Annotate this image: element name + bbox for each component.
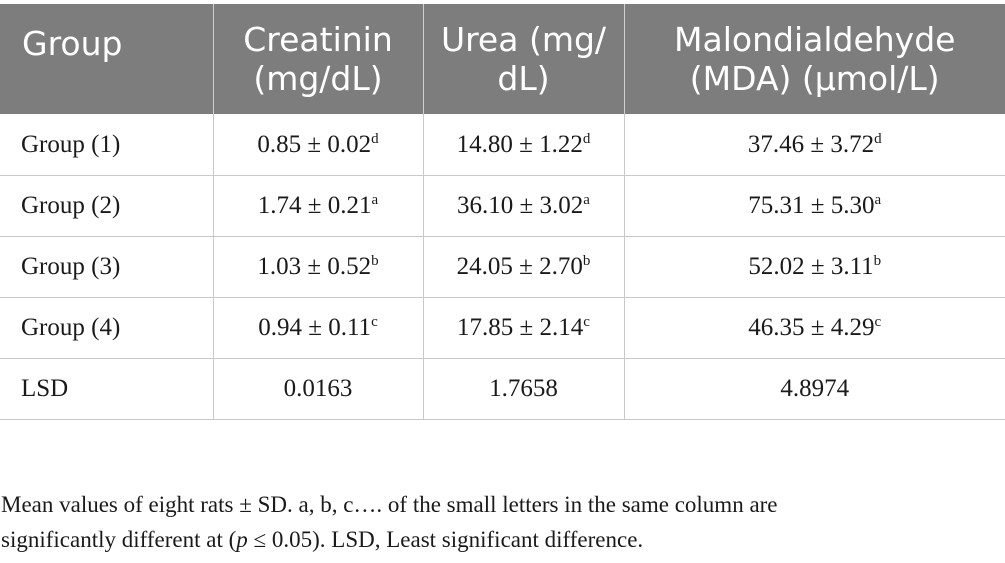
cell-urea: 1.7658	[423, 358, 625, 420]
cell-creatinin: 0.85 ± 0.02d	[213, 114, 424, 176]
cell-group: Group (1)	[0, 114, 214, 176]
significance-letter: b	[582, 253, 591, 269]
cell-creatinin: 1.74 ± 0.21a	[213, 175, 424, 237]
value-text: 14.80 ± 1.22	[456, 130, 583, 158]
significance-letter: a	[874, 192, 882, 208]
significance-letter: d	[874, 130, 882, 147]
cell-group: LSD	[0, 358, 214, 420]
table-body: Group (1) 0.85 ± 0.02d 14.80 ± 1.22d 37.…	[0, 114, 1005, 420]
significance-letter: b	[873, 253, 882, 269]
footnote-line-1: Mean values of eight rats ± SD. a, b, c……	[1, 492, 778, 517]
value-text: 17.85 ± 2.14	[457, 314, 584, 341]
table-footnote: Mean values of eight rats ± SD. a, b, c……	[1, 487, 1001, 557]
header-mda: Malondialdehyde (MDA) (μmol/L)	[624, 4, 1005, 114]
significance-letter: a	[371, 192, 379, 208]
table-row-lsd: LSD 0.0163 1.7658 4.8974	[0, 358, 1005, 420]
cell-creatinin: 1.03 ± 0.52b	[213, 236, 424, 298]
header-mda-label: Malondialdehyde (MDA) (μmol/L)	[674, 20, 956, 98]
cell-group: Group (2)	[0, 175, 214, 237]
cell-group: Group (4)	[0, 297, 214, 359]
results-table: Group Creatinin (mg/dL) Urea (mg/ dL) Ma…	[0, 4, 1005, 420]
footnote-text: significantly different at (	[1, 527, 237, 552]
p-symbol: p	[236, 527, 248, 552]
header-row: Group Creatinin (mg/dL) Urea (mg/ dL) Ma…	[0, 4, 1005, 114]
value-text: 37.46 ± 3.72	[747, 130, 875, 158]
value-text: 0.85 ± 0.02	[257, 130, 372, 158]
table-row: Group (2) 1.74 ± 0.21a 36.10 ± 3.02a 75.…	[0, 175, 1005, 237]
significance-letter: d	[371, 130, 379, 147]
value-text: 1.74 ± 0.21	[257, 192, 372, 219]
significance-letter: c	[583, 314, 590, 330]
footnote-line-2: significantly different at (p ≤ 0.05). L…	[1, 522, 1001, 557]
significance-letter: d	[582, 130, 591, 147]
table-row: Group (3) 1.03 ± 0.52b 24.05 ± 2.70b 52.…	[0, 236, 1005, 298]
value-text: 52.02 ± 3.11	[748, 253, 874, 280]
value-text: 24.05 ± 2.70	[456, 253, 583, 280]
cell-urea: 24.05 ± 2.70b	[423, 236, 625, 298]
value-text: 36.10 ± 3.02	[457, 192, 584, 219]
header-group: Group	[0, 4, 214, 114]
significance-letter: c	[874, 314, 882, 330]
header-urea: Urea (mg/ dL)	[423, 4, 625, 114]
cell-creatinin: 0.0163	[213, 358, 424, 420]
table-row: Group (1) 0.85 ± 0.02d 14.80 ± 1.22d 37.…	[0, 114, 1005, 176]
value-text: 0.0163	[283, 375, 353, 402]
header-urea-label: Urea (mg/ dL)	[440, 20, 607, 98]
table-row: Group (4) 0.94 ± 0.11c 17.85 ± 2.14c 46.…	[0, 297, 1005, 359]
cell-group: Group (3)	[0, 236, 214, 298]
value-text: 0.94 ± 0.11	[258, 314, 372, 341]
header-creatinin-label: Creatinin (mg/dL)	[243, 20, 393, 98]
cell-urea: 17.85 ± 2.14c	[423, 297, 625, 359]
header-creatinin: Creatinin (mg/dL)	[213, 4, 424, 114]
significance-letter: c	[371, 314, 378, 330]
significance-letter: b	[371, 253, 379, 269]
cell-mda: 52.02 ± 3.11b	[624, 236, 1005, 298]
cell-mda: 75.31 ± 5.30a	[624, 175, 1005, 237]
value-text: 4.8974	[780, 375, 850, 402]
cell-urea: 36.10 ± 3.02a	[423, 175, 625, 237]
header-group-label: Group	[22, 24, 123, 63]
cell-mda: 46.35 ± 4.29c	[624, 297, 1005, 359]
value-text: 75.31 ± 5.30	[748, 192, 875, 219]
value-text: 46.35 ± 4.29	[748, 314, 875, 341]
value-text: 1.03 ± 0.52	[257, 253, 372, 280]
cell-creatinin: 0.94 ± 0.11c	[213, 297, 424, 359]
footnote-text: ≤ 0.05). LSD, Least significant differen…	[247, 527, 644, 552]
cell-mda: 4.8974	[624, 358, 1005, 420]
table-header: Group Creatinin (mg/dL) Urea (mg/ dL) Ma…	[0, 4, 1005, 114]
value-text: 1.7658	[489, 375, 558, 402]
significance-letter: a	[583, 192, 590, 208]
cell-mda: 37.46 ± 3.72d	[624, 114, 1005, 176]
cell-urea: 14.80 ± 1.22d	[423, 114, 625, 176]
